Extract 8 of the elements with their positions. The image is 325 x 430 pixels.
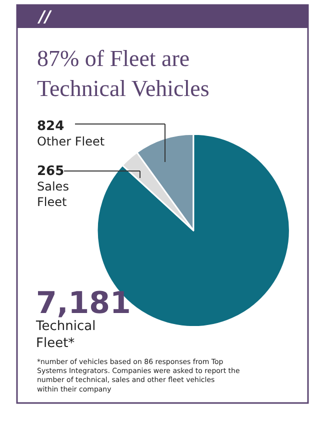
text: // [37, 7, 52, 26]
slice-label: Other Fleet [37, 134, 105, 149]
chart-title: 87% of Fleet are Technical Vehicles [37, 46, 210, 101]
data-label: 265 [37, 164, 64, 179]
slice-label: Technical Fleet* [35, 318, 96, 351]
slice-label: Sales Fleet [37, 180, 69, 210]
data-label: 7,181 [36, 286, 131, 321]
data-label: 824 [37, 119, 64, 134]
